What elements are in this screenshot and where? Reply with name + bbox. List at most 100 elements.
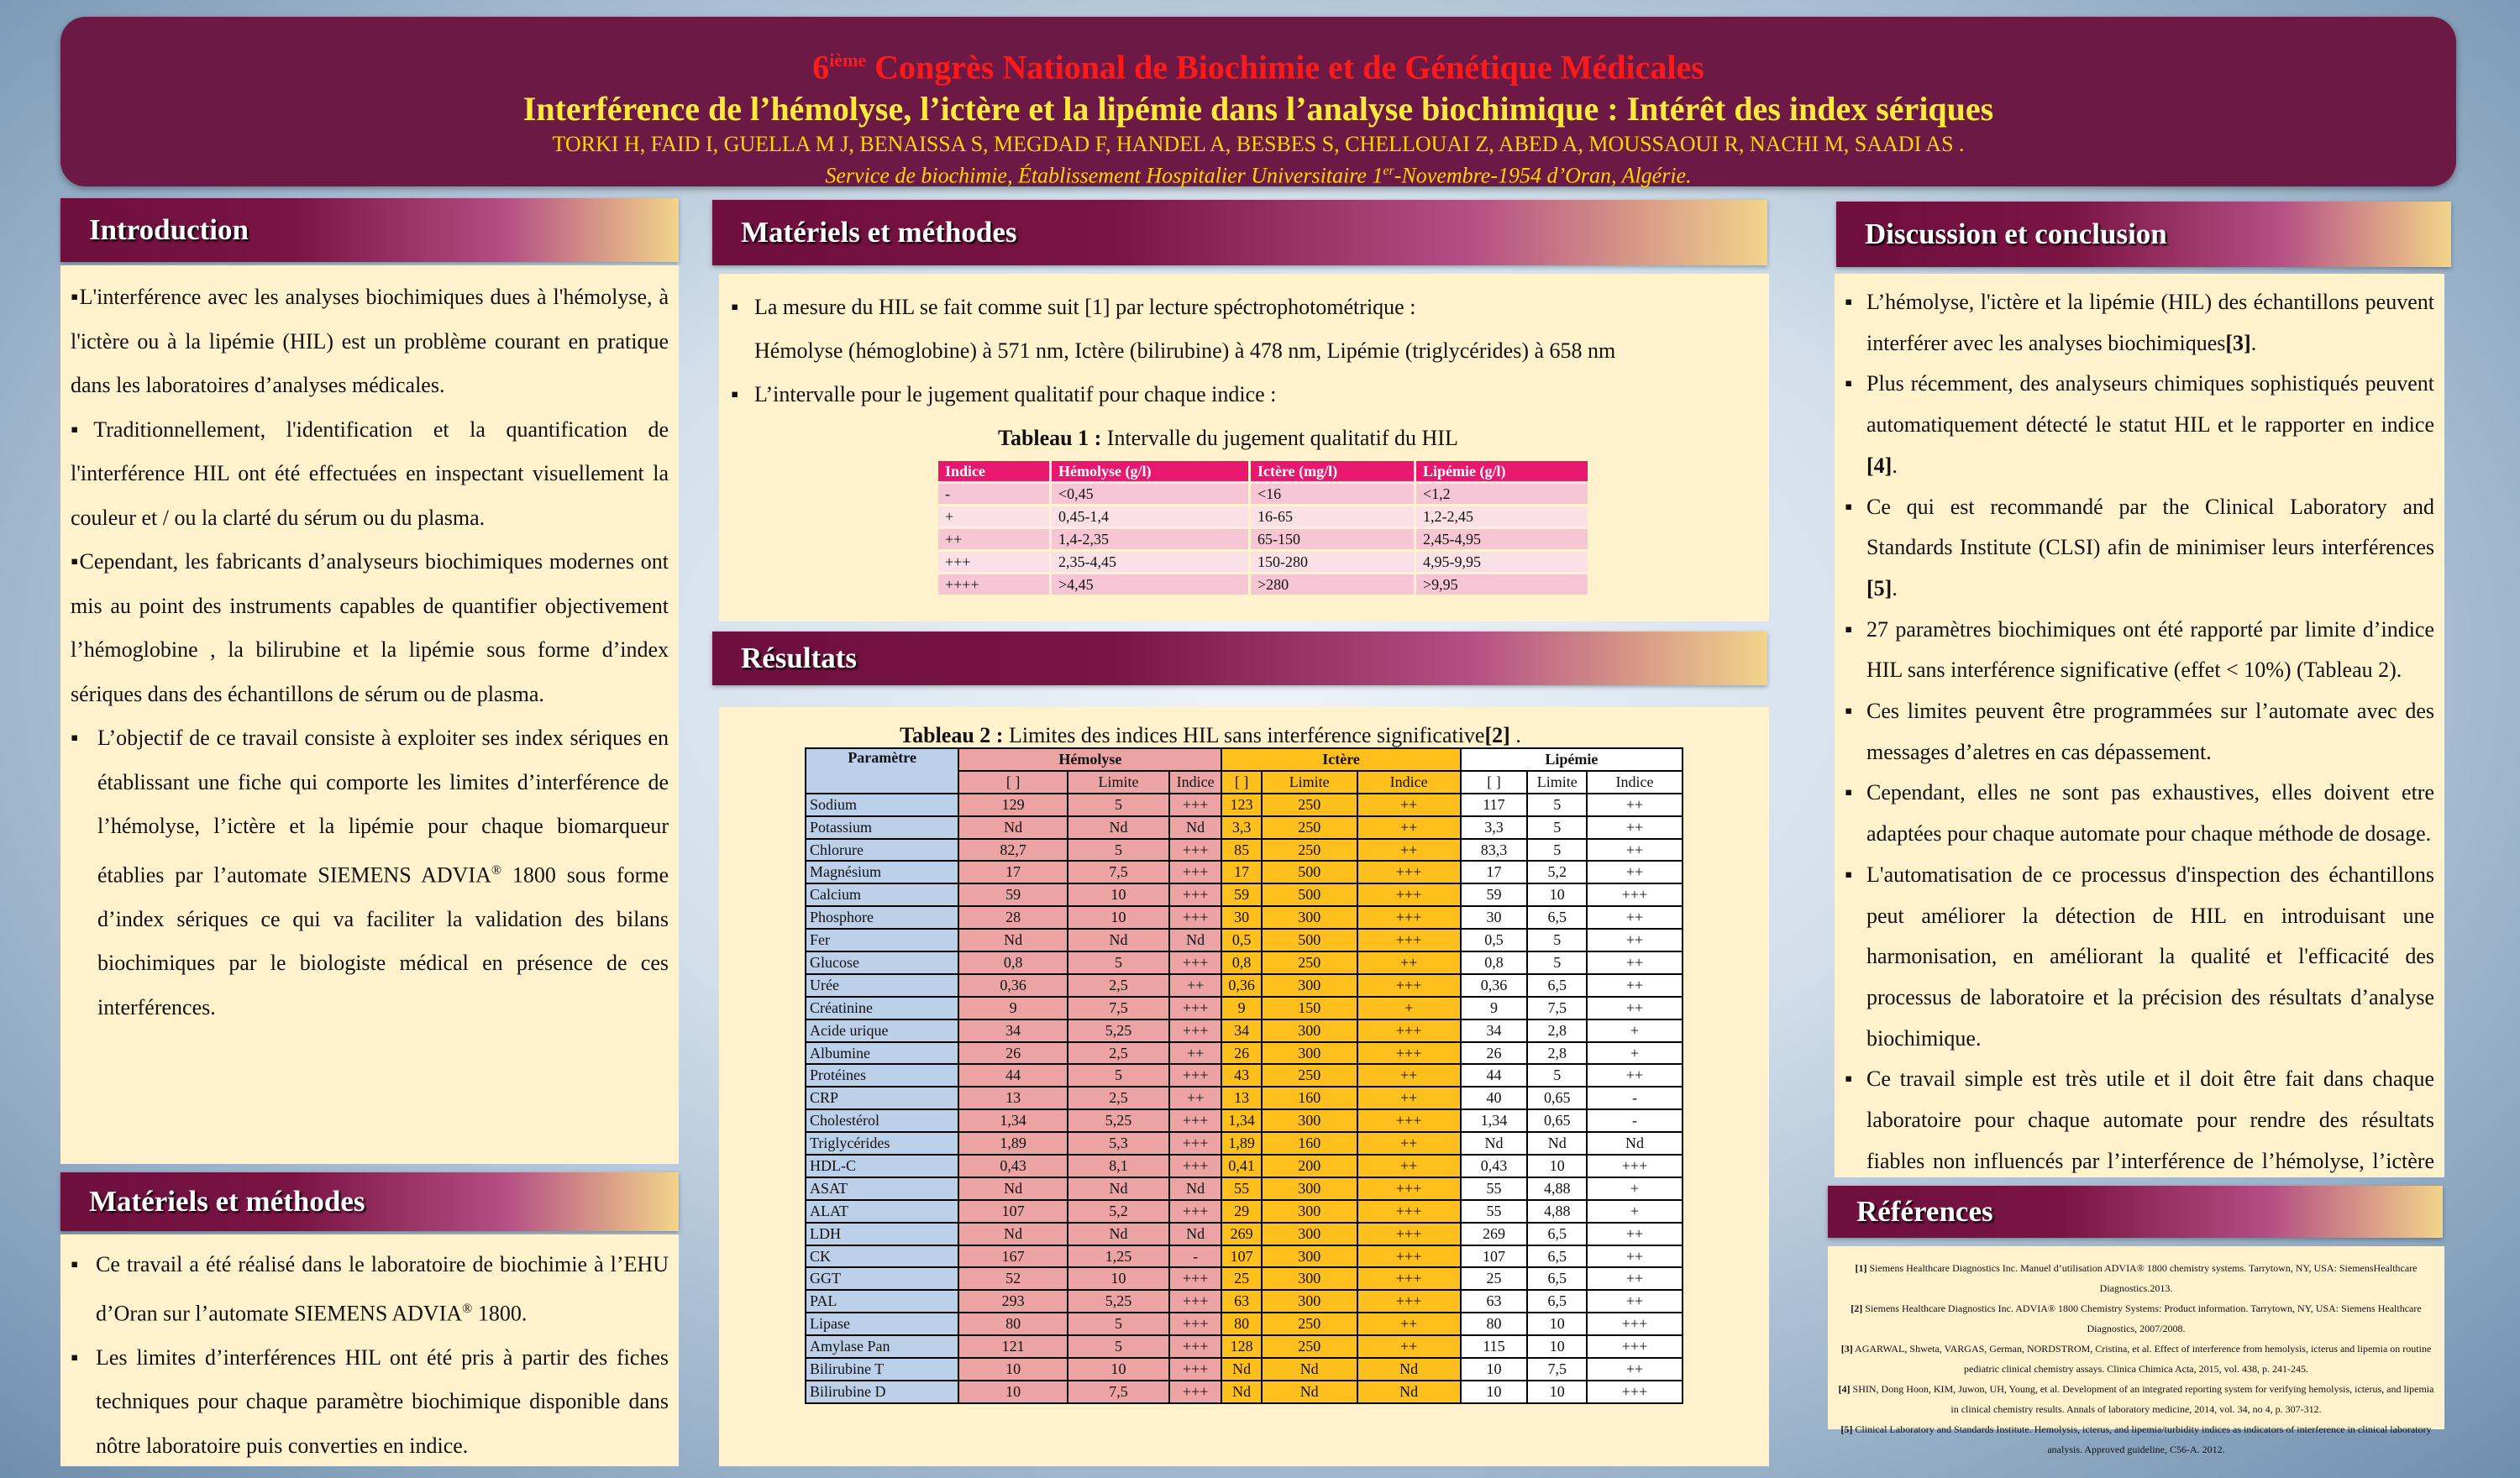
table-cell: 13 [1221, 1086, 1263, 1111]
subheader: [ ] [1459, 769, 1529, 794]
table-cell: ++ [1356, 1131, 1462, 1156]
table-cell: 5 [1526, 928, 1588, 953]
bullet-icon: ▪ [1845, 371, 1853, 396]
table-cell: 80 [1459, 1312, 1529, 1337]
param-header: Paramètre [804, 747, 960, 794]
table-row: Calcium 59 10 +++ 59 500 +++ 59 10 +++ [804, 883, 1683, 908]
table-cell: +++ [1168, 995, 1223, 1020]
parameter-cell: PAL [804, 1289, 960, 1314]
table-header: Ictère (mg/l) [1251, 461, 1414, 481]
table-cell: 10 [958, 1379, 1069, 1404]
table-cell: 150 [1260, 995, 1358, 1020]
table-cell: >4,45 [1052, 574, 1248, 595]
table-cell: 44 [1459, 1063, 1529, 1088]
intro-paragraph-1: ▪L'interférence avec les analyses biochi… [71, 285, 669, 397]
table-cell: 5,2 [1067, 1198, 1170, 1224]
table-cell: 300 [1260, 1289, 1358, 1314]
table-cell: 500 [1260, 860, 1358, 885]
table-row: Triglycérides 1,89 5,3 +++ 1,89 160 ++ Nd Nd Nd [804, 1131, 1683, 1156]
table-cell: ++ [1168, 1086, 1223, 1111]
table-cell: ++ [1586, 1289, 1683, 1314]
table-cell: +++ [1168, 792, 1223, 817]
table-cell: ++ [1356, 1154, 1462, 1178]
table-cell: Nd [1067, 928, 1170, 953]
list-item-text: L’intervalle pour le jugement qualitatif… [754, 382, 1277, 406]
table-cell: 34 [1459, 1018, 1529, 1043]
table-cell: Nd [1586, 1131, 1683, 1156]
table-cell: 0,5 [1221, 928, 1263, 953]
table-cell: 6,5 [1526, 972, 1588, 998]
subheader: Indice [1168, 769, 1223, 794]
table-cell: +++ [1168, 1379, 1223, 1404]
table-row: HDL-C 0,43 8,1 +++ 0,41 200 ++ 0,43 10 +++ [804, 1154, 1683, 1178]
table-cell: 43 [1221, 1063, 1263, 1088]
table-cell: +++ [1586, 1312, 1683, 1337]
table-cell: 5 [1526, 815, 1588, 840]
discussion-heading: Discussion et conclusion [1865, 218, 2167, 250]
materiels-left-panel: ▪ Ce travail a été réalisé dans le labor… [60, 1234, 679, 1466]
table-cell: 160 [1260, 1131, 1358, 1156]
group-header-hemolyse: Hémolyse [958, 747, 1223, 772]
table-subheader-row: [ ] Limite Indice [ ] Limite Indice [ ] … [806, 769, 1683, 794]
table-row: GGT 52 10 +++ 25 300 +++ 25 6,5 ++ [804, 1266, 1683, 1292]
list-item-text: Ce travail a été réalisé dans le laborat… [96, 1252, 669, 1326]
table-cell: 85 [1221, 837, 1263, 862]
table-cell: 17 [1221, 860, 1263, 885]
discussion-panel: ▪ L’hémolyse, l'ictère et la lipémie (HIL… [1835, 274, 2444, 1213]
table-cell: +++ [1586, 883, 1683, 908]
resultats-heading: Résultats [741, 642, 858, 674]
resultats-banner: Résultats [712, 632, 1767, 685]
table-row: CK 167 1,25-107 300 +++ 107 6,5 ++ [804, 1244, 1683, 1269]
list-item-text: La mesure du HIL se fait comme suit [1] … [754, 295, 1416, 319]
table-cell: 26 [1221, 1040, 1263, 1066]
table-cell: 121 [958, 1334, 1069, 1360]
table-cell: ++ [1586, 1266, 1683, 1292]
table-cell: 10 [1067, 883, 1170, 908]
table-cell: ++ [1586, 995, 1683, 1020]
table-cell: 10 [1067, 1357, 1170, 1381]
reference-item: [3] AGARWAL, Shweta, VARGAS, German, NOR… [1840, 1343, 2432, 1375]
table-cell: ++ [1586, 1063, 1683, 1088]
table-cell: 10 [1067, 1266, 1170, 1292]
table-cell: +++ [1168, 1312, 1223, 1337]
materiels-center-panel: ▪ La mesure du HIL se fait comme suit [1… [719, 274, 1769, 621]
table-cell: 0,65 [1526, 1086, 1588, 1111]
table-cell: 34 [1221, 1018, 1263, 1043]
parameter-cell: ASAT [804, 1176, 960, 1201]
parameter-cell: ALAT [804, 1198, 960, 1224]
bullet-icon: ▪ [1845, 862, 1853, 887]
table-row: LDH Nd Nd Nd 269 300 +++ 269 6,5 ++ [804, 1221, 1683, 1246]
table-cell: 6,5 [1526, 1266, 1588, 1292]
table-cell: 160 [1260, 1086, 1358, 1111]
table-row: Magnésium 17 7,5 +++ 17 500 +++ 17 5,2 ++ [804, 860, 1683, 885]
table2-body: Sodium 129 5 +++ 123 250 ++ 117 5 ++ Potassium Nd Nd… [804, 792, 1683, 1404]
table-cell: Nd [1067, 815, 1170, 840]
references-list: [1] Siemens Healthcare Diagnostics Inc. … [1838, 1258, 2434, 1460]
list-item: ▪ L’intervalle pour le jugement qualitat… [731, 373, 1757, 417]
table-cell: 25 [1221, 1266, 1263, 1292]
table-cell: - [1168, 1244, 1223, 1269]
table-cell: 300 [1260, 1244, 1358, 1269]
table-cell: 1,34 [1459, 1108, 1529, 1134]
bullet-icon: ▪ [1845, 780, 1853, 805]
table-cell: +++ [1168, 837, 1223, 862]
table-row: ++++ >4,45 >280 >9,95 [938, 574, 1588, 595]
intro-paragraph-4: ▪ L’objectif de ce travail consiste à ex… [71, 716, 669, 1030]
group-header-lipemie: Lipémie [1459, 747, 1684, 772]
parameter-cell: Lipase [804, 1312, 960, 1337]
group-header-ictere: Ictère [1221, 747, 1462, 772]
table-row: Lipase 80 5 +++ 80 250 ++ 80 10 +++ [804, 1312, 1683, 1337]
list-item-text: Les limites d’interférences HIL ont été … [96, 1344, 669, 1458]
table-cell: 300 [1260, 1018, 1358, 1043]
table-cell: Nd [1356, 1379, 1462, 1404]
table-cell: 59 [1459, 883, 1529, 908]
table-cell: 34 [958, 1018, 1069, 1043]
table-cell: 500 [1260, 883, 1358, 908]
parameter-cell: GGT [804, 1266, 960, 1292]
table-cell: 5 [1526, 1063, 1588, 1088]
table-cell: 250 [1260, 837, 1358, 862]
table-cell: 128 [1221, 1334, 1263, 1360]
list-item-text: L’hémolyse, l'ictère et la lipémie (HIL)… [1866, 290, 2434, 355]
table-cell: 0,45-1,4 [1052, 506, 1248, 527]
table-cell: 8,1 [1067, 1154, 1170, 1178]
